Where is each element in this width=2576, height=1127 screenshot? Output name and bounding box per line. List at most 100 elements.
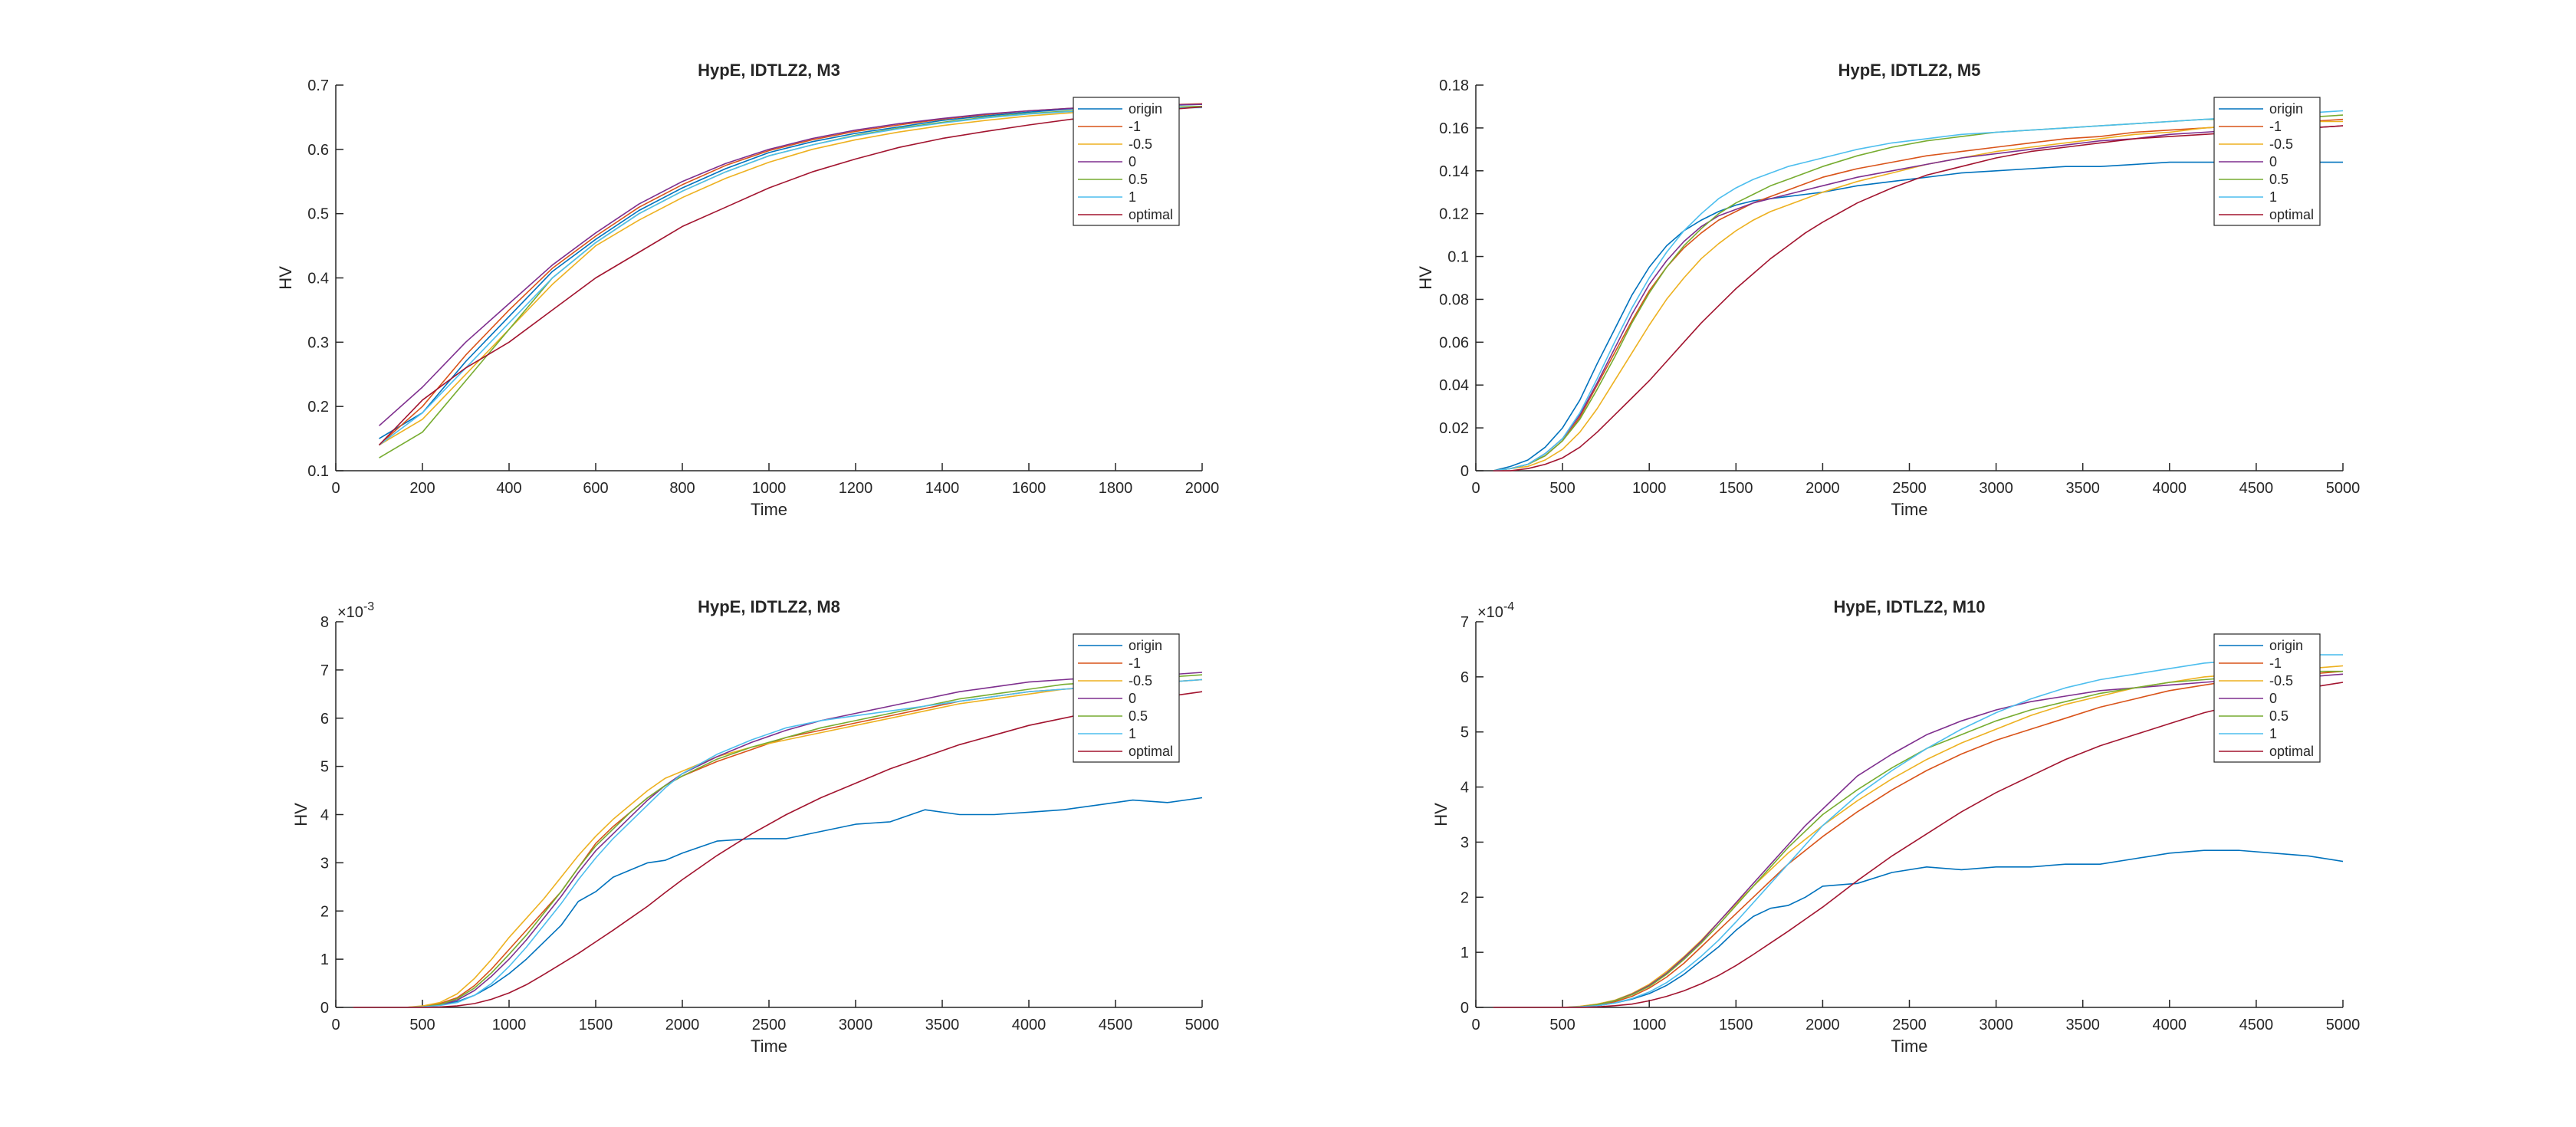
series-line--1 bbox=[1493, 118, 2344, 472]
axis-exponent: ×10-4 bbox=[1477, 600, 1514, 621]
y-tick-label: 6 bbox=[1460, 669, 1469, 686]
x-tick-label: 4500 bbox=[2239, 1017, 2274, 1033]
exponent-base: ×10 bbox=[337, 604, 363, 621]
series-line--0.5 bbox=[379, 106, 1203, 446]
legend-label: origin bbox=[1129, 638, 1162, 653]
exponent-power: -3 bbox=[363, 600, 374, 613]
legend-label: -1 bbox=[2269, 656, 2282, 671]
legend-label: 0.5 bbox=[2269, 708, 2288, 724]
y-tick-label: 5 bbox=[1460, 724, 1469, 741]
x-tick-label: 4000 bbox=[2153, 1017, 2187, 1033]
y-tick-label: 3 bbox=[320, 855, 329, 872]
y-tick-label: 0.7 bbox=[307, 77, 329, 94]
x-tick-label: 5000 bbox=[2326, 1017, 2361, 1033]
series-line-0.5 bbox=[1493, 670, 2343, 1008]
x-tick-label: 2000 bbox=[1806, 480, 1840, 497]
y-tick-label: 0.1 bbox=[307, 463, 329, 480]
legend-label: -1 bbox=[1129, 119, 1141, 134]
x-tick-label: 1000 bbox=[492, 1017, 527, 1033]
series-line-1 bbox=[1493, 654, 2343, 1008]
legend-label: origin bbox=[2269, 101, 2303, 117]
series-line-1 bbox=[353, 678, 1203, 1008]
legend-label: 0 bbox=[2269, 691, 2277, 706]
x-tick-label: 1500 bbox=[1719, 1017, 1753, 1033]
legend-label: 0 bbox=[2269, 154, 2277, 169]
series-line-0 bbox=[1493, 125, 2344, 472]
x-tick-label: 0 bbox=[1471, 480, 1480, 497]
y-tick-label: 3 bbox=[1460, 834, 1469, 851]
exponent-power: -4 bbox=[1503, 600, 1514, 613]
x-tick-label: 1800 bbox=[1099, 480, 1133, 497]
x-tick-label: 0 bbox=[331, 1017, 340, 1033]
legend-label: -0.5 bbox=[1129, 673, 1152, 688]
x-tick-label: 200 bbox=[409, 480, 435, 497]
series-line-1 bbox=[1493, 110, 2344, 472]
x-tick-label: 4500 bbox=[2239, 480, 2274, 497]
series-line-optimal bbox=[1493, 682, 2344, 1008]
subplot-1: 0 200 400 600 800 1000 1200 1400 1600 1800 2000 0.1… bbox=[276, 61, 1219, 519]
x-tick-label: 500 bbox=[409, 1017, 435, 1033]
x-tick-label: 3500 bbox=[925, 1017, 960, 1033]
series-line-1 bbox=[379, 107, 1203, 446]
y-axis-label: HV bbox=[276, 266, 295, 290]
plot-area bbox=[1476, 622, 2343, 1007]
x-tick-label: 2500 bbox=[752, 1017, 787, 1033]
x-tick-label: 2000 bbox=[665, 1017, 700, 1033]
legend-label: optimal bbox=[2269, 207, 2314, 222]
series-line-optimal bbox=[378, 106, 1203, 446]
series-line-optimal bbox=[353, 691, 1203, 1008]
y-tick-label: 4 bbox=[320, 807, 329, 824]
chart-title: HypE, IDTLZ2, M5 bbox=[1838, 61, 1981, 80]
x-axis-label: Time bbox=[1891, 1037, 1927, 1056]
legend-label: 0.5 bbox=[1129, 172, 1148, 187]
series-line-0 bbox=[378, 104, 1203, 426]
series-line-origin bbox=[1493, 161, 2343, 472]
x-tick-label: 500 bbox=[1549, 480, 1575, 497]
y-tick-label: 7 bbox=[320, 662, 329, 679]
legend-label: optimal bbox=[1129, 744, 1173, 759]
legend-label: 1 bbox=[1129, 189, 1136, 205]
y-tick-label: 4 bbox=[1460, 780, 1469, 797]
y-tick-label: 0.08 bbox=[1439, 291, 1469, 308]
x-tick-label: 1000 bbox=[1632, 1017, 1667, 1033]
y-tick-label: 1 bbox=[320, 951, 329, 968]
legend-label: 1 bbox=[1129, 726, 1136, 741]
y-tick-label: 0 bbox=[1460, 463, 1469, 480]
x-axis-label: Time bbox=[1891, 500, 1927, 519]
legend-label: 0.5 bbox=[2269, 172, 2288, 187]
legend-label: optimal bbox=[1129, 207, 1173, 222]
series-line-optimal bbox=[1493, 125, 2344, 472]
x-tick-label: 3000 bbox=[1979, 480, 2013, 497]
x-tick-label: 1200 bbox=[839, 480, 873, 497]
x-tick-label: 5000 bbox=[2326, 480, 2361, 497]
x-tick-label: 0 bbox=[331, 480, 340, 497]
series-line-origin bbox=[353, 797, 1203, 1008]
y-tick-label: 0.4 bbox=[307, 271, 329, 288]
y-tick-label: 0.02 bbox=[1439, 420, 1469, 437]
series-line-0 bbox=[353, 672, 1203, 1008]
chart-title: HypE, IDTLZ2, M10 bbox=[1833, 597, 1985, 616]
y-axis-label: HV bbox=[1431, 803, 1451, 826]
y-tick-label: 0.3 bbox=[307, 334, 329, 351]
series-line--0.5 bbox=[1493, 120, 2343, 472]
legend-label: 0 bbox=[1129, 691, 1136, 706]
series-line-origin bbox=[379, 104, 1203, 439]
legend-label: 1 bbox=[2269, 189, 2277, 205]
x-tick-label: 500 bbox=[1549, 1017, 1575, 1033]
y-tick-label: 0.12 bbox=[1439, 206, 1469, 223]
subplot-4: 0 500 1000 1500 2000 2500 3000 3500 4000 4500 5000… bbox=[1431, 597, 2360, 1056]
x-tick-label: 4000 bbox=[2153, 480, 2187, 497]
y-tick-label: 0 bbox=[1460, 1000, 1469, 1017]
x-tick-label: 2000 bbox=[1185, 480, 1220, 497]
legend-label: origin bbox=[2269, 638, 2303, 653]
x-axis-label: Time bbox=[751, 1037, 787, 1056]
x-tick-label: 400 bbox=[496, 480, 521, 497]
x-tick-label: 2500 bbox=[1892, 1017, 1927, 1033]
x-tick-label: 0 bbox=[1471, 1017, 1480, 1033]
x-tick-label: 2000 bbox=[1806, 1017, 1840, 1033]
y-tick-label: 8 bbox=[320, 614, 329, 631]
subplot-3: 0 500 1000 1500 2000 2500 3000 3500 4000 4500 5000… bbox=[291, 597, 1219, 1056]
y-tick-label: 2 bbox=[1460, 889, 1469, 906]
x-tick-label: 3500 bbox=[2065, 480, 2100, 497]
